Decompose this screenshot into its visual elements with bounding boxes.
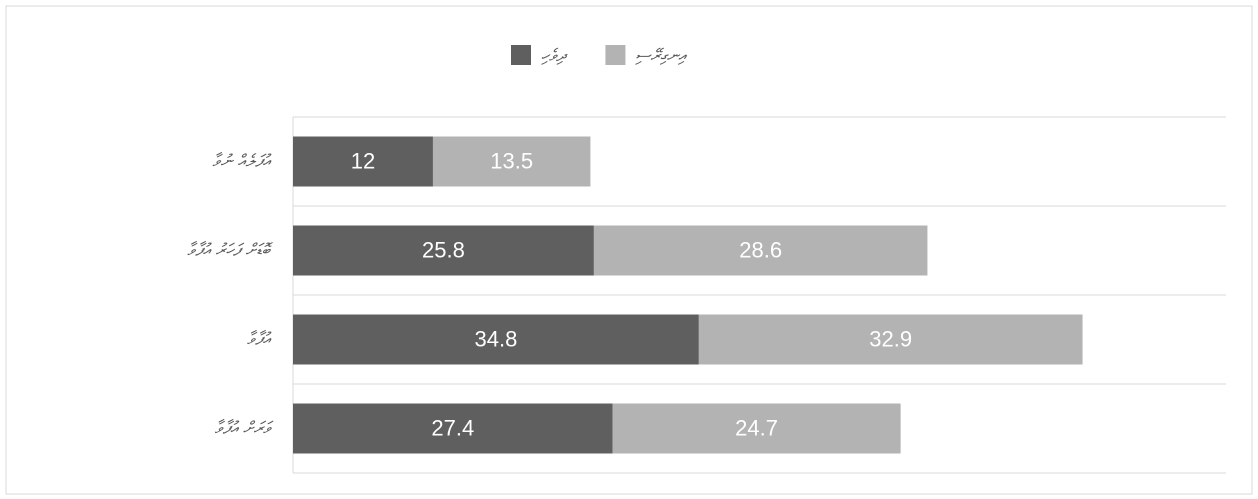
bar-segment xyxy=(432,136,591,187)
value-label: 32.9 xyxy=(869,326,912,351)
category-label: އުފާވާ xyxy=(247,330,272,350)
bar-segment xyxy=(698,314,1083,365)
value-label: 24.7 xyxy=(735,415,778,440)
value-label: 12 xyxy=(351,148,375,173)
value-label: 13.5 xyxy=(490,148,533,173)
legend-label: ދިވެހި xyxy=(541,46,568,66)
value-label: 27.4 xyxy=(431,415,474,440)
legend-label: އިނގިރޭސި xyxy=(635,46,687,66)
bar-segment xyxy=(293,136,433,187)
category-label: އުފަލެއް ނުވާ xyxy=(212,152,272,172)
bar-segment xyxy=(293,225,594,276)
value-label: 34.8 xyxy=(475,326,518,351)
category-label: ބޮޑަށް ފަހަރު އުފާވާ xyxy=(187,241,273,261)
bar-segment xyxy=(593,225,928,276)
legend-swatch xyxy=(511,45,531,65)
legend-swatch xyxy=(605,45,626,65)
category-label: ވަރަށް އުފާވާ xyxy=(215,419,274,439)
value-label: 28.6 xyxy=(739,237,782,262)
bar-segment xyxy=(612,403,901,454)
bar-segment xyxy=(293,314,699,365)
value-label: 25.8 xyxy=(422,237,465,262)
bar-segment xyxy=(293,403,613,454)
